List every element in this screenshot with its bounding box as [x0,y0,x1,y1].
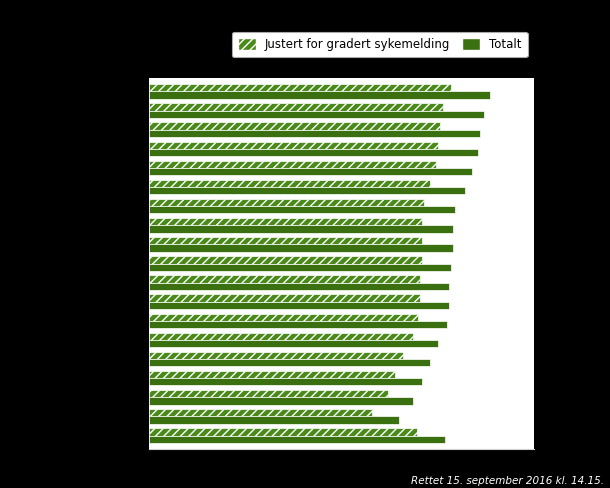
Bar [149,416,399,424]
Bar [149,142,438,149]
Bar [149,397,413,405]
Bar [149,91,490,99]
Bar [149,428,417,436]
Bar [149,218,422,225]
Bar [149,378,422,386]
Bar [149,206,455,213]
Bar [149,103,443,111]
Bar [149,111,484,118]
Bar [149,352,403,359]
Bar [149,264,451,271]
Bar [149,294,420,302]
Bar [149,180,430,187]
Bar [149,314,418,321]
Bar [149,122,440,130]
Bar [149,256,422,264]
Bar [149,359,430,366]
Bar [149,321,447,328]
Bar [149,187,465,194]
Bar [149,333,413,340]
Bar [149,199,424,206]
Bar [149,371,395,378]
Bar [149,84,451,91]
Bar [149,168,472,175]
Bar [149,340,438,347]
Bar [149,436,445,443]
Legend: Justert for gradert sykemelding, Totalt: Justert for gradert sykemelding, Totalt [232,32,528,57]
Bar [149,237,422,244]
Bar [149,161,436,168]
Bar [149,130,480,137]
Bar [149,225,453,233]
Bar [149,390,388,397]
Bar [149,149,478,156]
Bar [149,409,372,416]
Bar [149,283,449,290]
Bar [149,275,420,283]
Bar [149,244,453,252]
Text: Rettet 15. september 2016 kl. 14.15.: Rettet 15. september 2016 kl. 14.15. [411,476,604,486]
Bar [149,302,449,309]
